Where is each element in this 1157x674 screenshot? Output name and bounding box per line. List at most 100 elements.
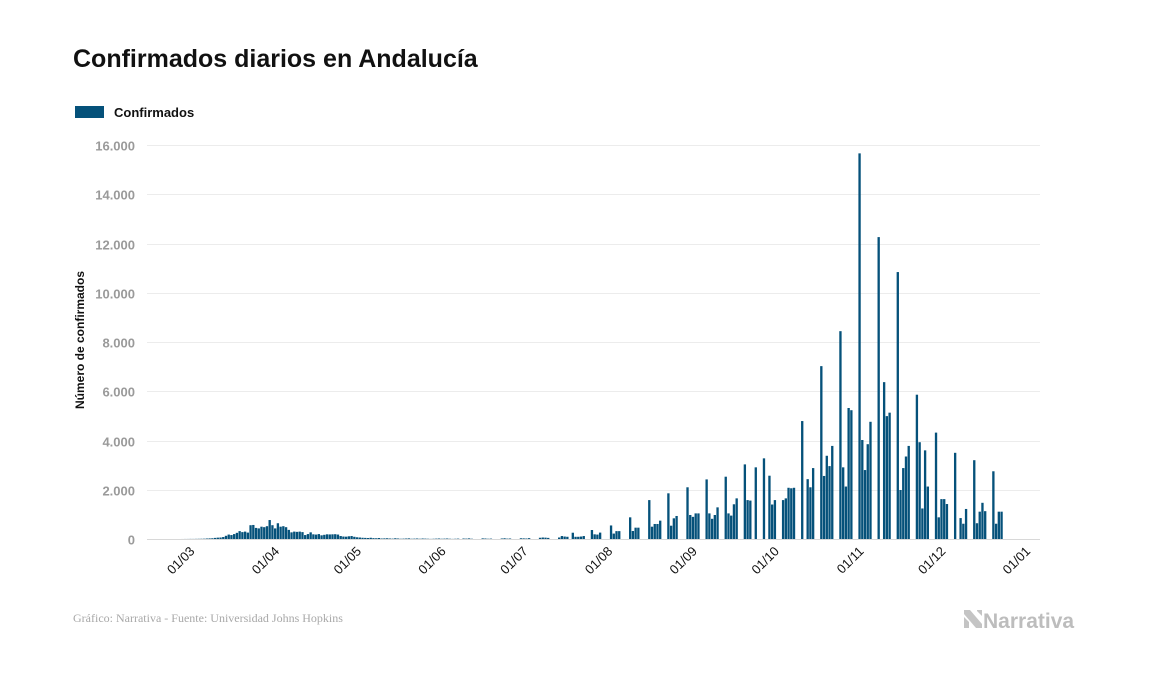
bar <box>825 455 828 539</box>
bar <box>792 487 796 539</box>
bar <box>304 535 307 539</box>
bar <box>907 445 910 539</box>
bar <box>730 515 733 539</box>
y-tick-label: 8.000 <box>102 336 135 351</box>
bar <box>994 523 998 539</box>
bar <box>959 518 962 539</box>
bar <box>801 421 804 539</box>
bar <box>615 531 618 539</box>
y-tick-label: 4.000 <box>102 435 135 450</box>
bar <box>331 534 334 539</box>
bar <box>282 526 285 539</box>
bar <box>749 500 752 539</box>
bar <box>882 382 886 539</box>
chart-title: Confirmados diarios en Andalucía <box>73 45 479 73</box>
bar <box>656 523 659 539</box>
bar <box>298 531 301 539</box>
bar <box>314 534 318 539</box>
bar <box>541 537 544 539</box>
bar <box>984 511 987 539</box>
bar <box>940 499 943 539</box>
bar <box>317 534 321 539</box>
logo-text: Narrativa <box>983 610 1074 633</box>
y-tick-label: 16.000 <box>95 139 135 154</box>
bar <box>997 511 1000 539</box>
bar <box>328 534 331 539</box>
bar <box>467 538 471 539</box>
x-tick-label: 01/06 <box>415 544 449 578</box>
bar <box>669 525 673 539</box>
bar <box>727 513 730 539</box>
x-tick-label: 01/10 <box>748 544 782 578</box>
y-axis: 0 2.000 4.000 6.000 8.000 10.000 12.000 14.000 1… <box>95 139 135 548</box>
bar <box>858 153 861 539</box>
bar <box>784 498 787 539</box>
bar <box>342 536 345 539</box>
bar <box>563 536 566 539</box>
bar <box>743 464 747 539</box>
bar <box>582 536 585 539</box>
bar <box>306 534 310 539</box>
bar <box>716 507 719 539</box>
bar <box>877 237 880 539</box>
bar <box>811 468 815 539</box>
bar <box>937 517 940 539</box>
bar <box>287 529 290 539</box>
bar <box>863 470 867 539</box>
bar <box>975 523 979 539</box>
bar <box>336 534 340 539</box>
bar <box>694 513 697 539</box>
bar <box>918 442 921 539</box>
bar <box>899 490 902 539</box>
bar <box>344 536 348 539</box>
bar <box>271 525 274 539</box>
bar <box>598 532 602 539</box>
bar <box>842 467 845 539</box>
bar <box>249 525 252 539</box>
bar <box>771 504 774 539</box>
y-tick-label: 12.000 <box>95 238 135 253</box>
bar <box>366 538 370 539</box>
bar <box>828 466 831 539</box>
bar <box>809 487 812 539</box>
legend-label: Confirmados <box>114 105 194 120</box>
bar <box>869 421 872 539</box>
bar <box>902 468 905 539</box>
bar <box>571 532 574 539</box>
x-tick-label: 01/03 <box>164 544 198 578</box>
y-tick-label: 6.000 <box>102 385 135 400</box>
bar <box>233 534 236 539</box>
bar <box>364 537 367 539</box>
bar <box>243 531 247 539</box>
bar <box>735 498 738 539</box>
bar <box>208 538 211 539</box>
bar <box>629 517 632 539</box>
bar <box>896 272 899 539</box>
bar <box>325 534 329 539</box>
bar <box>235 532 239 539</box>
x-tick-label: 01/04 <box>249 544 283 578</box>
bar <box>574 536 577 539</box>
bar <box>831 445 834 539</box>
legend-swatch <box>75 106 104 118</box>
bar <box>953 452 957 539</box>
bar <box>361 537 364 539</box>
bar <box>547 537 550 539</box>
bar <box>672 518 676 539</box>
bar <box>850 410 853 539</box>
bar <box>560 536 564 539</box>
bar <box>320 535 323 539</box>
bar <box>787 487 790 539</box>
bar <box>224 535 228 539</box>
bar <box>265 526 269 539</box>
bar <box>973 460 976 539</box>
bar <box>612 533 615 539</box>
bar <box>213 537 217 539</box>
bar <box>372 538 375 539</box>
bar <box>921 508 924 539</box>
bar <box>353 536 356 539</box>
bar <box>268 520 271 539</box>
bar <box>293 531 296 539</box>
bar <box>263 527 266 539</box>
